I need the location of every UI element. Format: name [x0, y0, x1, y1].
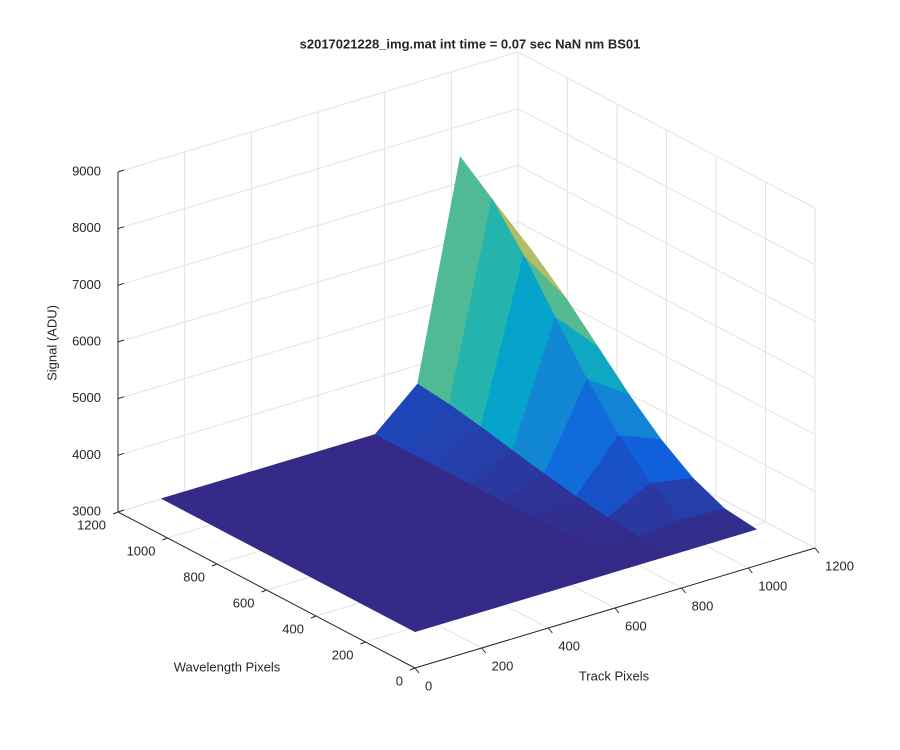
z-tick — [117, 339, 125, 343]
grid-line — [117, 164, 519, 286]
y-tick — [112, 511, 119, 515]
y-tick-label: 200 — [332, 647, 354, 662]
grid-line — [517, 108, 816, 266]
grid-line — [117, 51, 519, 173]
y-tick-label: 400 — [282, 621, 304, 636]
z-axis-label: Signal (ADU) — [44, 305, 59, 381]
x-tick — [747, 567, 753, 574]
z-tick-label: 4000 — [72, 447, 101, 462]
y-tick — [409, 667, 416, 671]
grid-line — [517, 221, 816, 379]
y-tick — [162, 537, 168, 541]
x-tick-label: 200 — [492, 658, 514, 673]
surface-patch — [382, 601, 459, 633]
z-tick-label: 3000 — [72, 503, 101, 518]
x-tick-label: 1200 — [825, 558, 854, 573]
chart-title: s2017021228_img.mat int time = 0.07 sec … — [300, 36, 641, 51]
z-tick — [117, 509, 125, 513]
y-tick — [360, 641, 366, 645]
x-tick — [681, 587, 687, 594]
z-tick — [117, 226, 125, 230]
x-tick — [614, 607, 620, 614]
y-tick — [261, 589, 267, 593]
z-tick — [117, 396, 125, 400]
grid-line — [517, 164, 816, 322]
x-axis-label: Track Pixels — [579, 668, 650, 683]
y-tick-label: 800 — [183, 569, 205, 584]
z-tick — [117, 282, 125, 286]
z-tick-label: 7000 — [72, 277, 101, 292]
grid-line — [117, 108, 519, 230]
z-tick — [117, 169, 125, 173]
x-tick — [814, 547, 820, 554]
z-tick-label: 6000 — [72, 333, 101, 348]
y-tick-label: 600 — [233, 595, 255, 610]
y-tick-label: 1200 — [77, 517, 106, 532]
x-tick — [547, 627, 553, 634]
z-tick-label: 5000 — [72, 390, 101, 405]
x-tick-label: 400 — [558, 638, 580, 653]
x-tick-label: 0 — [425, 678, 432, 693]
x-tick — [414, 667, 420, 674]
x-tick-label: 600 — [625, 618, 647, 633]
x-tick — [481, 647, 487, 654]
z-tick-label: 9000 — [72, 163, 101, 178]
z-tick — [117, 452, 125, 456]
y-tick — [310, 615, 317, 619]
y-tick — [211, 563, 218, 567]
y-tick-label: 1000 — [127, 543, 156, 558]
grid-line — [517, 51, 816, 209]
x-tick-label: 800 — [692, 598, 714, 613]
y-tick-label: 0 — [396, 673, 403, 688]
y-axis-label: Wavelength Pixels — [174, 659, 281, 674]
z-tick-label: 8000 — [72, 220, 101, 235]
x-tick-label: 1000 — [758, 578, 787, 593]
